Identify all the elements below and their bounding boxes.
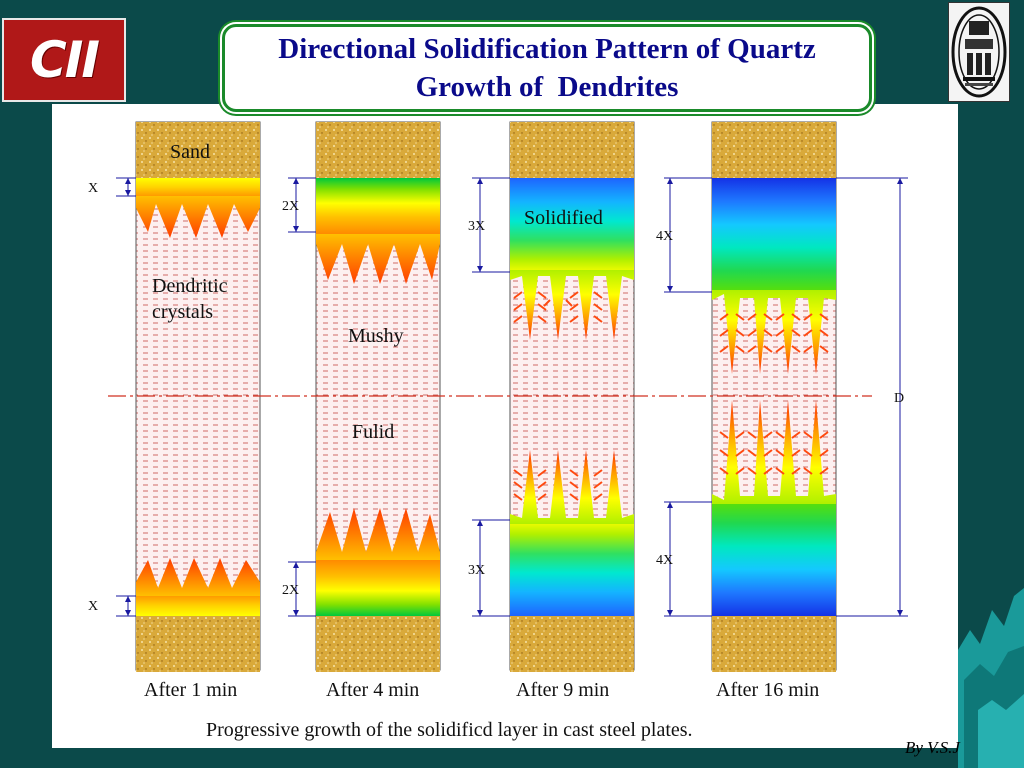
fluid-label: Fulid — [352, 421, 394, 443]
cii-logo-text: CII — [30, 31, 100, 89]
dim-top-3: 3X — [468, 219, 485, 234]
solidification-diagram: X X 2X 2X 3X 3X 4X 4X D Sand Dendritic c… — [52, 104, 958, 748]
dim-bottom-1: X — [88, 599, 98, 614]
institute-emblem-icon — [948, 2, 1010, 102]
solidified-label: Solidified — [524, 207, 603, 229]
dim-top-4: 4X — [656, 229, 673, 244]
title-line-2: Growth of Dendrites — [415, 71, 679, 103]
dim-top-2: 2X — [282, 199, 299, 214]
title-line-1: Directional Solidification Pattern of Qu… — [278, 33, 816, 65]
crystals-label: crystals — [152, 301, 213, 323]
sand-label: Sand — [170, 141, 210, 163]
dim-top-1: X — [88, 181, 98, 196]
figure-caption: Progressive growth of the solidificd lay… — [206, 719, 693, 741]
column-after-16-min — [711, 121, 837, 672]
mushy-label: Mushy — [348, 325, 404, 347]
wave-decoration-icon — [958, 588, 1024, 768]
caption-after-9-min: After 9 min — [516, 679, 609, 701]
column-after-4-min — [315, 121, 441, 672]
dim-bottom-4: 4X — [656, 553, 673, 568]
dim-bottom-2: 2X — [282, 583, 299, 598]
dimension-lines — [116, 177, 908, 617]
caption-after-4-min: After 4 min — [326, 679, 419, 701]
dim-d: D — [894, 391, 904, 406]
caption-after-16-min: After 16 min — [716, 679, 819, 701]
dim-bottom-3: 3X — [468, 563, 485, 578]
column-after-1-min — [135, 121, 261, 672]
author-credit: By V.S.J — [905, 738, 960, 757]
dimension-arrows — [125, 178, 903, 616]
cii-logo-icon: CII — [2, 18, 126, 102]
dendritic-label: Dendritic — [152, 275, 228, 297]
caption-after-1-min: After 1 min — [144, 679, 237, 701]
slide-title: Directional Solidification Pattern of Qu… — [222, 24, 872, 112]
column-after-9-min — [509, 121, 635, 672]
